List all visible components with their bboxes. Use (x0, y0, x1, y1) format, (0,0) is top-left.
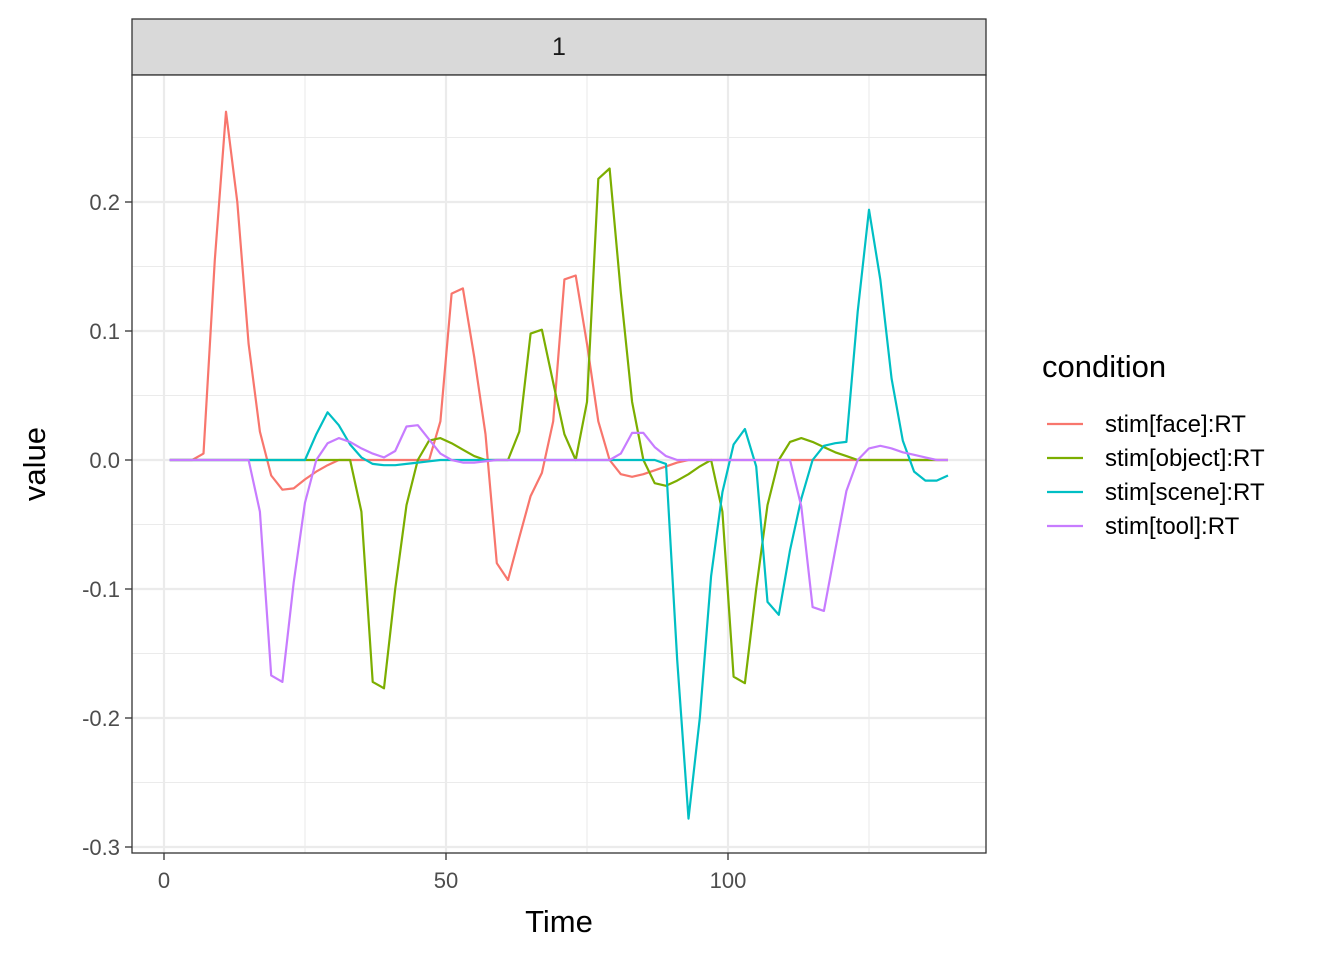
y-axis-title: value (17, 427, 52, 501)
legend-label-3: stim[tool]:RT (1105, 513, 1240, 540)
y-tick-label: -0.3 (82, 835, 120, 860)
facet-strip (131, 18, 987, 76)
legend: condition stim[face]:RT stim[object]:RT st… (1042, 349, 1265, 540)
series-line-0 (169, 110, 948, 582)
series-line-3 (169, 424, 948, 684)
series-lines (169, 110, 949, 820)
legend-label-1: stim[object]:RT (1105, 445, 1265, 472)
x-tick-label: 100 (710, 868, 747, 893)
y-axis-ticks: -0.3 -0.2 -0.1 0.0 0.1 0.2 (82, 190, 132, 860)
x-axis-ticks: 0 50 100 (158, 853, 746, 893)
y-tick-label: -0.1 (82, 577, 120, 602)
y-tick-label: 0.1 (89, 319, 120, 344)
x-tick-label: 0 (158, 868, 170, 893)
plot-panel (132, 75, 986, 853)
panel-border (131, 74, 987, 854)
legend-title: condition (1042, 349, 1166, 384)
legend-label-2: stim[scene]:RT (1105, 479, 1265, 506)
grid-lines (132, 75, 986, 853)
x-tick-label: 50 (434, 868, 458, 893)
y-tick-label: 0.0 (89, 448, 120, 473)
y-tick-label: -0.2 (82, 706, 120, 731)
legend-label-0: stim[face]:RT (1105, 411, 1246, 438)
facet-label: 1 (552, 33, 566, 61)
x-axis-title: Time (525, 904, 593, 939)
y-tick-label: 0.2 (89, 190, 120, 215)
